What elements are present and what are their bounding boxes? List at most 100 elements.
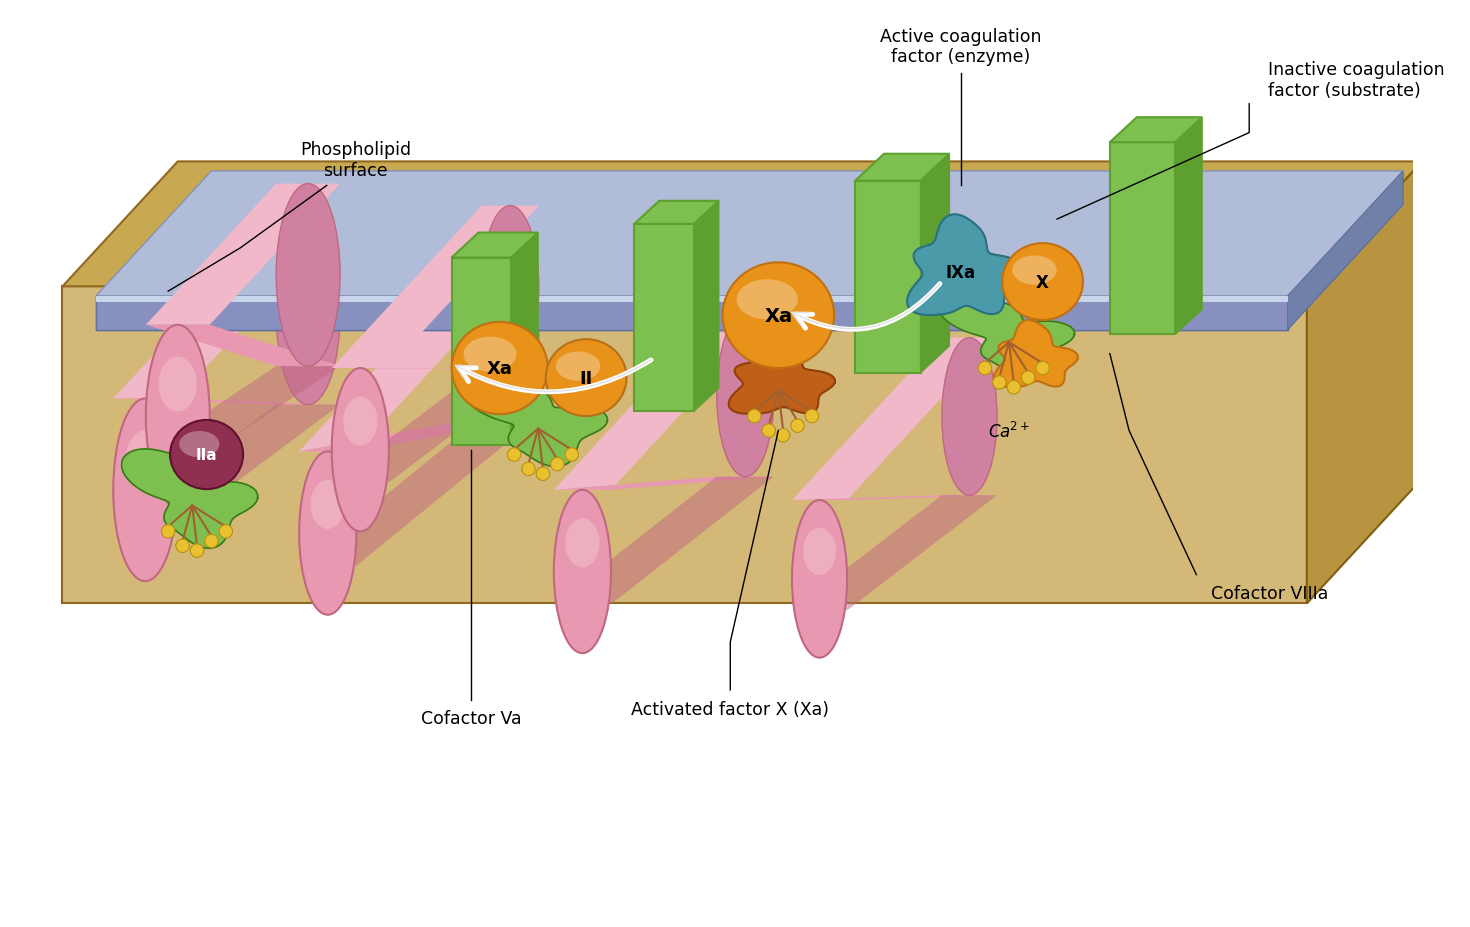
Text: Inactive coagulation
factor (substrate): Inactive coagulation factor (substrate) [1269, 61, 1445, 100]
Polygon shape [554, 314, 773, 490]
Polygon shape [1110, 118, 1202, 143]
Polygon shape [1288, 171, 1402, 330]
Ellipse shape [1013, 256, 1057, 286]
Ellipse shape [1036, 362, 1050, 375]
Ellipse shape [792, 501, 847, 658]
Ellipse shape [276, 222, 340, 405]
Polygon shape [96, 297, 1288, 304]
Polygon shape [729, 341, 835, 414]
Polygon shape [1175, 118, 1202, 335]
Polygon shape [96, 325, 1288, 330]
Ellipse shape [190, 544, 204, 558]
Ellipse shape [162, 525, 175, 539]
Text: Cofactor VIIIa: Cofactor VIIIa [1211, 585, 1327, 603]
Ellipse shape [551, 458, 564, 471]
Ellipse shape [545, 340, 626, 416]
Ellipse shape [1003, 244, 1083, 321]
Text: Xa: Xa [764, 306, 792, 325]
Ellipse shape [159, 357, 197, 413]
Polygon shape [62, 162, 1421, 287]
Ellipse shape [1022, 372, 1035, 385]
Polygon shape [463, 377, 607, 467]
Text: Active coagulation
factor (enzyme): Active coagulation factor (enzyme) [881, 28, 1042, 66]
Polygon shape [792, 496, 997, 501]
Polygon shape [634, 201, 719, 224]
Ellipse shape [343, 397, 378, 446]
Ellipse shape [554, 490, 612, 654]
Ellipse shape [522, 463, 535, 476]
Polygon shape [920, 155, 950, 374]
Polygon shape [1110, 143, 1175, 335]
Text: Xa: Xa [487, 360, 513, 377]
Polygon shape [856, 182, 920, 374]
Polygon shape [512, 234, 538, 445]
Ellipse shape [310, 480, 345, 529]
Polygon shape [451, 259, 512, 445]
Polygon shape [694, 201, 719, 412]
Polygon shape [1288, 171, 1402, 330]
Polygon shape [907, 215, 1022, 316]
Ellipse shape [451, 323, 548, 414]
Polygon shape [332, 207, 539, 369]
Ellipse shape [736, 280, 798, 320]
Ellipse shape [463, 337, 516, 373]
Polygon shape [856, 155, 950, 182]
Ellipse shape [978, 362, 992, 375]
Ellipse shape [219, 525, 232, 539]
Ellipse shape [791, 420, 804, 433]
Ellipse shape [482, 207, 539, 370]
Polygon shape [96, 171, 1402, 297]
Polygon shape [451, 234, 538, 259]
Text: X: X [1036, 273, 1050, 291]
Text: IXa: IXa [945, 263, 976, 282]
Ellipse shape [723, 263, 833, 369]
Ellipse shape [717, 314, 773, 477]
Ellipse shape [171, 421, 243, 489]
Text: Phospholipid
surface: Phospholipid surface [300, 141, 412, 180]
Polygon shape [1307, 162, 1421, 603]
Ellipse shape [942, 338, 997, 496]
Ellipse shape [761, 425, 776, 438]
Polygon shape [146, 367, 340, 453]
Polygon shape [300, 417, 539, 451]
Ellipse shape [332, 369, 390, 532]
Polygon shape [146, 184, 340, 325]
Text: Activated factor X (Xa): Activated factor X (Xa) [631, 700, 829, 717]
Polygon shape [96, 297, 1288, 330]
Ellipse shape [176, 540, 190, 552]
Polygon shape [332, 369, 539, 370]
Ellipse shape [300, 451, 356, 615]
Ellipse shape [556, 352, 600, 381]
Polygon shape [146, 325, 340, 367]
Ellipse shape [1007, 381, 1020, 395]
Ellipse shape [204, 535, 218, 548]
Ellipse shape [803, 528, 836, 576]
Ellipse shape [146, 325, 210, 508]
Text: IIa: IIa [196, 448, 218, 463]
Ellipse shape [126, 431, 165, 486]
Ellipse shape [482, 254, 539, 417]
Polygon shape [113, 222, 340, 400]
Text: II: II [579, 369, 592, 387]
Polygon shape [332, 370, 539, 483]
Polygon shape [792, 496, 997, 611]
Ellipse shape [992, 376, 1005, 389]
Ellipse shape [806, 410, 819, 424]
Polygon shape [634, 224, 694, 412]
Ellipse shape [276, 184, 340, 367]
Ellipse shape [776, 429, 789, 442]
Ellipse shape [537, 467, 550, 481]
Polygon shape [96, 171, 1402, 297]
Polygon shape [938, 295, 1075, 377]
Polygon shape [96, 297, 1288, 330]
Polygon shape [994, 321, 1078, 387]
Ellipse shape [748, 410, 761, 424]
Polygon shape [300, 417, 539, 566]
Ellipse shape [566, 519, 600, 568]
Polygon shape [554, 477, 773, 490]
Polygon shape [96, 297, 1288, 302]
Polygon shape [96, 171, 1402, 297]
Text: Cofactor Va: Cofactor Va [420, 709, 522, 728]
Polygon shape [62, 287, 1307, 603]
Polygon shape [113, 405, 340, 527]
